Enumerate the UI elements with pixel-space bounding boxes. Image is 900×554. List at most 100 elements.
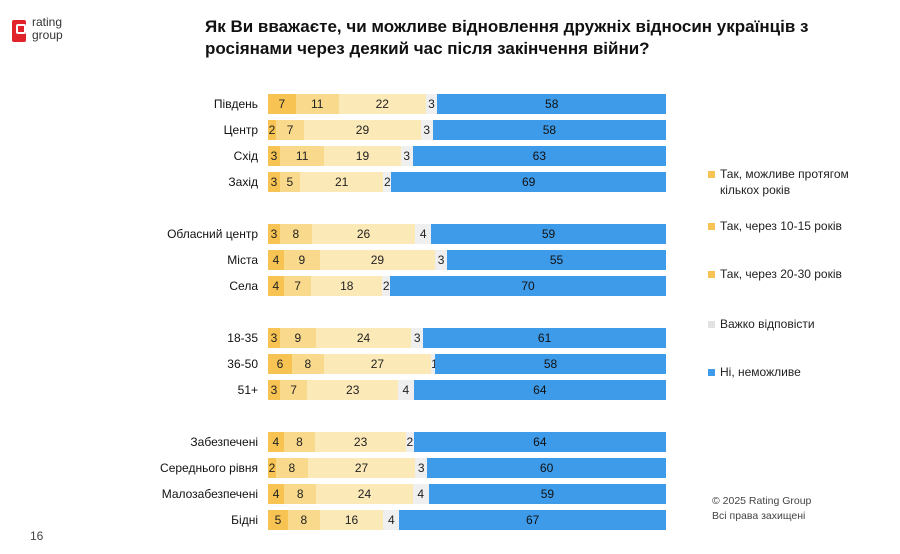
logo-line-2: group: [32, 28, 63, 42]
legend-swatch-icon: [708, 271, 715, 278]
bar-segment: 6: [268, 354, 292, 374]
rights-text: Всі права захищені: [712, 510, 806, 522]
bar-segment: 2: [405, 432, 414, 452]
bar-segment: 59: [428, 484, 666, 504]
stacked-bar: 6827158: [268, 354, 666, 374]
bar-segment: 4: [383, 510, 400, 530]
chart-row: Обласний центр 3 8 26 4 59: [0, 224, 680, 244]
bar-segment: 3: [420, 120, 433, 140]
legend-label: Так, через 20-30 років: [720, 267, 842, 281]
bar-segment: 2: [382, 276, 391, 296]
legend-label: Ні, неможливе: [720, 365, 801, 379]
bar-segment: 7: [283, 276, 312, 296]
chart-row: Південь 7 11 22 3 58: [0, 94, 680, 114]
chart-row: Центр 2 7 29 3 58: [0, 120, 680, 140]
bar-segment: 3: [268, 146, 281, 166]
chart-row: 18-35 3 9 24 3 61: [0, 328, 680, 348]
bar-segment: 2: [268, 120, 277, 140]
bar-segment: 5: [279, 172, 300, 192]
bar-segment: 3: [411, 328, 424, 348]
legend-item: Так, через 10-15 років: [708, 218, 888, 234]
copyright-text: © 2025 Rating Group: [712, 495, 812, 507]
bar-segment: 3: [268, 172, 280, 192]
category-label: Бідні: [231, 513, 258, 527]
legend-swatch-icon: [708, 369, 715, 376]
category-label: Південь: [213, 97, 258, 111]
bar-segment: 4: [412, 484, 429, 504]
logo-text: rating group: [32, 16, 63, 42]
stacked-bar: 3 8 26 4 59: [268, 224, 666, 244]
chart-row: Малозабезпечені 4 8 24 4 59: [0, 484, 680, 504]
category-label: Середнього рівня: [160, 461, 258, 475]
bar-segment: 3: [400, 146, 413, 166]
stacked-bar: 4 8 24 4 59: [268, 484, 666, 504]
bar-segment: 7: [276, 120, 305, 140]
bar-segment: 3: [268, 224, 280, 244]
bar-segment: 11: [295, 94, 339, 114]
chart-row: 51+ 3 7 23 4 64: [0, 380, 680, 400]
logo-line-1: rating: [32, 15, 63, 29]
legend-swatch-icon: [708, 171, 715, 178]
stacked-bar: 3 9 24 3 61: [268, 328, 666, 348]
bar-segment: 8: [275, 458, 308, 478]
bar-segment: 64: [413, 380, 666, 400]
bar-segment: 24: [316, 484, 413, 504]
category-label: 51+: [237, 383, 258, 397]
bar-segment: 59: [431, 224, 666, 244]
category-label: Забезпечені: [190, 435, 258, 449]
bar-segment: 21: [299, 172, 384, 192]
legend-label: Важко відповісти: [720, 317, 815, 331]
page-number: 16: [30, 529, 44, 543]
bar-segment: 63: [412, 146, 666, 166]
legend-item: Ні, неможливе: [708, 364, 888, 380]
bar-segment: 9: [283, 250, 320, 270]
bar-segment: 2: [268, 458, 276, 478]
bar-segment: 24: [315, 328, 412, 348]
legend-item: Важко відповісти: [708, 316, 888, 332]
bar-segment: 3: [415, 458, 428, 478]
bar-segment: 4: [268, 250, 284, 270]
chart-row: Середнього рівня 2 8 27 3 60: [0, 458, 680, 478]
bar-segment: 3: [435, 250, 448, 270]
logo-r-icon: [12, 20, 26, 42]
bar-segment: 4: [415, 224, 432, 244]
bar-segment: 70: [390, 276, 666, 296]
category-label: Села: [229, 279, 258, 293]
legend-label: Так, можливе протягом кількох років: [720, 167, 849, 197]
stacked-bar: 4 8 23 2 64: [268, 432, 666, 452]
chart-row: Забезпечені 4 8 23 2 64: [0, 432, 680, 452]
category-label: 36-50: [227, 357, 258, 371]
legend-item: Так, можливе протягом кількох років: [708, 166, 888, 198]
bar-segment: 3: [425, 94, 438, 114]
bar-segment: 58: [432, 120, 666, 140]
chart-row: Захід 3 5 21 2 69: [0, 172, 680, 192]
bar-segment: 27: [307, 458, 416, 478]
stacked-bar: 4 9 29 3 55: [268, 250, 666, 270]
bar-segment: 64: [413, 432, 666, 452]
bar-segment: 16: [319, 510, 384, 530]
bar-segment: 67: [399, 510, 666, 530]
bar-segment: 8: [279, 224, 312, 244]
stacked-bar: 7 11 22 3 58: [268, 94, 666, 114]
chart-row: 36-50 6827158: [0, 354, 680, 374]
bar-segment: 61: [423, 328, 666, 348]
bar-segment: 3: [268, 380, 280, 400]
bar-segment: 60: [427, 458, 666, 478]
bar-segment: 26: [311, 224, 416, 244]
bar-segment: 58: [435, 354, 666, 374]
bar-segment: 3: [268, 328, 280, 348]
legend-label: Так, через 10-15 років: [720, 219, 842, 233]
footer: © 2025 Rating Group Всі права захищені: [712, 494, 811, 524]
bar-segment: 7: [279, 380, 308, 400]
chart-row: Міста 4 9 29 3 55: [0, 250, 680, 270]
bar-segment: 4: [268, 432, 284, 452]
category-label: 18-35: [227, 331, 258, 345]
stacked-bar: 2 7 29 3 58: [268, 120, 666, 140]
stacked-bar: 3 11 19 3 63: [268, 146, 666, 166]
stacked-bar: 3 7 23 4 64: [268, 380, 666, 400]
stacked-bar: 3 5 21 2 69: [268, 172, 666, 192]
bar-segment: 27: [323, 354, 432, 374]
category-label: Міста: [227, 253, 258, 267]
stacked-bar: 2 8 27 3 60: [268, 458, 666, 478]
bar-segment: 58: [437, 94, 666, 114]
